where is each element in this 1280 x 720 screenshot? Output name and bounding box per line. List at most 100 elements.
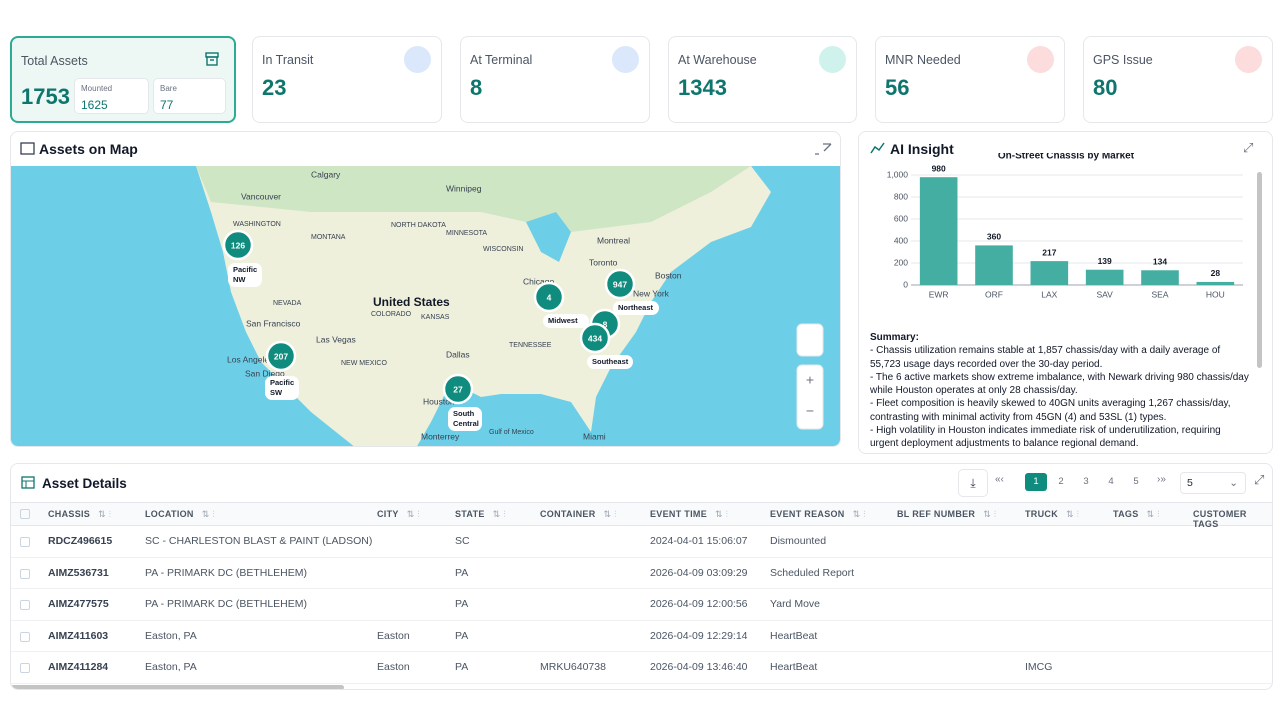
- place: MINNESOTA: [446, 230, 487, 237]
- column-header[interactable]: LOCATION ⇅ ⫶: [145, 509, 215, 519]
- cluster-label: Northeast: [618, 303, 654, 312]
- panel-title: Assets on Map: [39, 141, 138, 157]
- table-row[interactable]: [11, 558, 1272, 590]
- place: United States: [373, 295, 450, 309]
- kpi-card[interactable]: In Transit 23: [252, 36, 442, 123]
- cluster[interactable]: [442, 373, 474, 405]
- cluster[interactable]: [533, 281, 565, 313]
- sort-filter-icons[interactable]: ⇅ ⫶: [983, 509, 997, 519]
- sort-filter-icons[interactable]: ⇅ ⫶: [1146, 509, 1160, 519]
- kpi-card[interactable]: MNR Needed 56: [875, 36, 1065, 123]
- kpi-label: At Warehouse: [678, 53, 757, 67]
- sort-filter-icons[interactable]: ⇅ ⫶: [201, 509, 215, 519]
- place: TENNESSEE: [509, 342, 552, 349]
- kpi-card[interactable]: GPS Issue 80: [1083, 36, 1273, 123]
- sort-filter-icons[interactable]: ⇅ ⫶: [603, 509, 617, 519]
- cluster[interactable]: [265, 340, 297, 372]
- zoom-out[interactable]: −: [806, 403, 814, 419]
- cluster-count: 207: [274, 351, 288, 361]
- pager-last[interactable]: ›»: [1157, 474, 1166, 485]
- table-cell: Easton, PA: [145, 629, 197, 642]
- kpi-sub: Mounted 1625: [74, 78, 149, 114]
- expand-icon[interactable]: ⤢: [1254, 472, 1265, 487]
- column-header[interactable]: CONTAINER ⇅ ⫶: [540, 509, 617, 519]
- scrollbar[interactable]: [1257, 172, 1262, 368]
- sub-value: 77: [160, 98, 174, 112]
- column-header[interactable]: TRUCK ⇅ ⫶: [1025, 509, 1080, 519]
- zoom-control[interactable]: [796, 364, 824, 430]
- sort-filter-icons[interactable]: ⇅ ⫶: [852, 509, 866, 519]
- sort-filter-icons[interactable]: ⇅ ⫶: [98, 509, 112, 519]
- table-row[interactable]: [11, 589, 1272, 621]
- cluster-count: 8: [603, 319, 608, 329]
- table-cell: HeartBeat: [770, 629, 818, 642]
- table-cell: IMCG: [1025, 661, 1053, 674]
- checkbox[interactable]: [20, 568, 30, 579]
- data-label: 217: [1042, 247, 1056, 257]
- cluster-label-bg: [265, 376, 299, 400]
- column-header[interactable]: CHASSIS ⇅ ⫶: [48, 509, 112, 519]
- kpi-card[interactable]: At Terminal 8: [460, 36, 650, 123]
- kpi-label: MNR Needed: [885, 53, 961, 67]
- table-row[interactable]: [11, 621, 1272, 653]
- column-header[interactable]: STATE ⇅ ⫶: [455, 509, 506, 519]
- h-scrollbar[interactable]: [11, 685, 344, 689]
- sub-label: Mounted: [81, 84, 113, 93]
- table-cell: PA: [455, 566, 469, 579]
- y-tick-label: 600: [894, 213, 908, 223]
- checkbox[interactable]: [20, 537, 30, 547]
- x-tick-label: HOU: [1206, 289, 1225, 299]
- sort-filter-icons[interactable]: ⇅ ⫶: [715, 509, 729, 519]
- cluster-label-bg: [228, 263, 262, 287]
- checkbox[interactable]: [20, 600, 30, 611]
- cluster[interactable]: [222, 229, 254, 261]
- place: NEW MEXICO: [341, 360, 387, 367]
- sort-filter-icons[interactable]: ⇅ ⫶: [406, 509, 420, 519]
- cluster[interactable]: [604, 268, 636, 300]
- cluster-label: Pacific NW: [233, 265, 257, 284]
- kpi-card[interactable]: At Warehouse 1343: [668, 36, 857, 123]
- column-header[interactable]: CUSTOMER TAGS: [1193, 509, 1247, 529]
- place: Winnipeg: [446, 183, 482, 193]
- kpi-value: 8: [470, 75, 483, 100]
- summary-item: - Chassis utilization remains stable at …: [870, 345, 1221, 370]
- insight-panel: On-Street Chassis by Market 0 200 400 600 80…: [858, 131, 1273, 454]
- page-button[interactable]: 3: [1083, 476, 1089, 487]
- checkbox[interactable]: [20, 509, 30, 519]
- column-header[interactable]: EVENT REASON ⇅ ⫶: [770, 509, 866, 519]
- table-cell: Easton, PA: [145, 661, 197, 674]
- page-button[interactable]: 1: [1025, 473, 1047, 491]
- kpi-card[interactable]: Total Assets 1753 Mounted 1625 Bare 77: [10, 36, 236, 123]
- checkbox[interactable]: [20, 631, 30, 642]
- kpi-label: At Terminal: [470, 53, 533, 67]
- page-button[interactable]: 4: [1108, 476, 1114, 487]
- map[interactable]: Calgary Winnipeg Vancouver WASHINGTON MO…: [11, 132, 841, 447]
- page-button[interactable]: 5: [1133, 476, 1139, 487]
- zoom-in[interactable]: +: [806, 372, 814, 388]
- place: Boston: [655, 270, 682, 280]
- sort-filter-icons[interactable]: ⇅ ⫶: [1066, 509, 1080, 519]
- table-cell: 2026-04-09 12:00:56: [650, 598, 748, 611]
- y-tick-label: 800: [894, 191, 908, 201]
- land: [196, 166, 771, 446]
- column-header[interactable]: BL REF NUMBER ⇅ ⫶: [897, 509, 997, 519]
- place: COLORADO: [371, 311, 412, 318]
- expand-icon[interactable]: ⤢: [1243, 140, 1254, 155]
- table-cell: Easton: [377, 629, 410, 642]
- cluster[interactable]: [579, 322, 611, 354]
- table-row[interactable]: [11, 526, 1272, 558]
- page-size[interactable]: 5 ⌄: [1180, 472, 1246, 494]
- column-header[interactable]: CITY ⇅ ⫶: [377, 509, 420, 519]
- download-button[interactable]: ⤓: [958, 469, 988, 497]
- expand-icon[interactable]: [815, 143, 832, 155]
- column-header[interactable]: EVENT TIME ⇅ ⫶: [650, 509, 729, 519]
- place: Chicago: [523, 276, 554, 286]
- sort-filter-icons[interactable]: ⇅ ⫶: [492, 509, 506, 519]
- page-button[interactable]: 2: [1058, 476, 1064, 487]
- chart: On-Street Chassis by Market 0 200 400 600 80…: [859, 132, 1262, 368]
- layers-button[interactable]: [796, 323, 824, 357]
- checkbox[interactable]: [20, 663, 30, 674]
- table-row[interactable]: [11, 652, 1272, 684]
- pager-first[interactable]: «‹: [995, 474, 1004, 485]
- column-header[interactable]: TAGS ⇅ ⫶: [1113, 509, 1160, 519]
